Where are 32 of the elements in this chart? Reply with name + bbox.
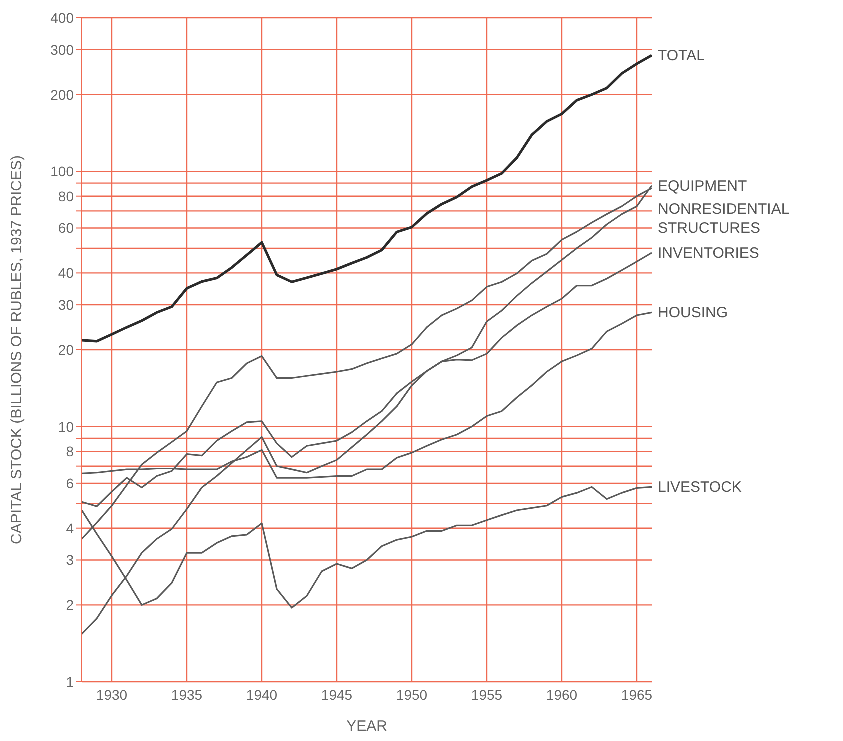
y-tick-label: 20	[58, 342, 74, 358]
x-tick-label: 1930	[96, 686, 128, 703]
series-label: INVENTORIES	[658, 244, 760, 262]
series-label: HOUSING	[658, 304, 728, 322]
y-tick-label: 400	[50, 10, 74, 26]
y-tick-label: 60	[58, 220, 74, 236]
y-tick-label: 1	[66, 674, 74, 690]
x-tick-label: 1965	[621, 686, 653, 703]
x-tick-label: 1960	[546, 686, 578, 703]
y-tick-label: 200	[50, 86, 74, 103]
x-tick-label: 1935	[171, 686, 203, 703]
y-tick-label: 300	[50, 42, 74, 58]
x-tick-label: 1955	[471, 686, 503, 703]
x-axis-title: YEAR	[346, 718, 388, 735]
x-tick-label: 1945	[321, 686, 353, 703]
y-tick-label: 6	[66, 475, 74, 492]
y-tick-label: 2	[66, 597, 74, 614]
series-label: EQUIPMENT	[658, 178, 748, 195]
x-tick-label: 1940	[246, 686, 278, 703]
y-tick-label: 10	[58, 418, 74, 435]
y-tick-label: 40	[58, 265, 74, 282]
y-tick-label: 3	[66, 552, 74, 568]
y-tick-label: 80	[58, 188, 74, 204]
series-label: LIVESTOCK	[658, 479, 742, 496]
series-label: TOTAL	[658, 48, 705, 65]
y-tick-label: 30	[58, 297, 74, 314]
y-axis-title: CAPITAL STOCK (BILLIONS OF RUBLES, 1937 PRICES)	[8, 155, 26, 545]
y-tick-label: 4	[66, 520, 74, 536]
y-tick-label: 8	[66, 444, 74, 460]
x-tick-label: 1950	[396, 686, 428, 703]
series-label: NONRESIDENTIAL STRUCTURES	[658, 200, 790, 237]
y-tick-label: 100	[50, 164, 74, 180]
